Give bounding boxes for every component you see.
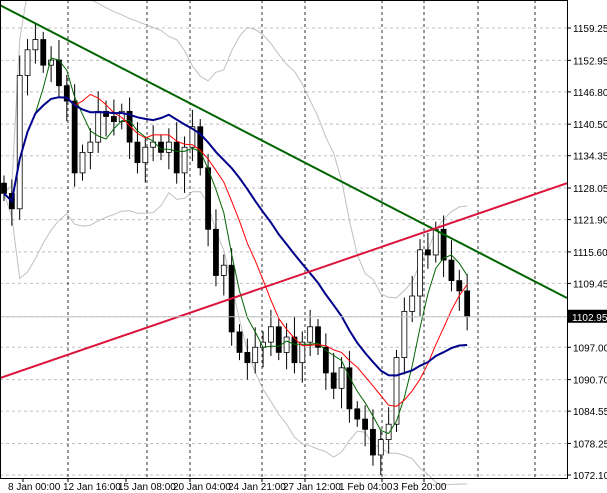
candle-body (236, 331, 243, 353)
moving-average-line (3, 96, 468, 377)
y-tick-label: 1078.25 (573, 439, 607, 450)
candle-body (456, 280, 463, 292)
candle-body (16, 75, 23, 210)
moving-average-line (3, 57, 468, 435)
candle-body (126, 110, 133, 143)
candle-body (189, 126, 196, 148)
candle-body (267, 326, 274, 343)
candle-body (393, 357, 400, 425)
candle-body (150, 141, 157, 148)
y-tick-label: 1128.05 (573, 184, 607, 195)
candle-body (173, 141, 180, 174)
candle-body (346, 367, 353, 410)
candle-body (315, 326, 321, 348)
candle-body (87, 141, 94, 153)
candle-body (385, 423, 392, 441)
candle-body (95, 110, 102, 143)
candle-body (322, 346, 329, 374)
candle-body (197, 126, 204, 169)
x-tick-label: 15 Jan 08:00 (118, 482, 176, 493)
candle-body (71, 100, 78, 174)
candle-body (134, 141, 141, 164)
y-tick-label: 1090.70 (573, 376, 607, 387)
y-tick-label: 1159.25 (573, 24, 607, 35)
candle-body (291, 336, 298, 364)
trendline (0, 4, 568, 299)
candle-body (165, 141, 172, 153)
y-tick-label: 1152.95 (573, 56, 607, 67)
candle-body (213, 228, 219, 276)
candles (1, 22, 471, 475)
y-tick-label: 1072.10 (573, 471, 607, 482)
candle-body (56, 59, 62, 87)
candle-body (142, 146, 149, 164)
current-price-badge (568, 309, 607, 323)
y-tick-label: 1109.45 (573, 279, 607, 290)
y-tick-label: 1097.00 (573, 343, 607, 354)
candle-body (24, 49, 31, 76)
candle-body (307, 326, 314, 343)
y-tick-label: 1140.50 (573, 120, 607, 131)
candle-body (40, 39, 47, 66)
y-tick-label: 1146.80 (573, 88, 607, 99)
moving-averages (3, 57, 468, 435)
y-tick-label: 1121.90 (573, 216, 607, 227)
candle-body (401, 310, 408, 358)
x-tick-label: 20 Jan 04:00 (173, 482, 231, 493)
candle-body (409, 295, 416, 312)
candle-body (79, 151, 86, 174)
candle-body (432, 228, 439, 256)
bollinger-lower (3, 191, 468, 486)
candle-body (220, 264, 227, 276)
candle-body (205, 167, 212, 230)
candle-body (244, 352, 251, 364)
x-tick-label: 8 Jan 00:00 (8, 482, 61, 493)
bollinger-upper (3, 0, 468, 299)
candle-body (48, 59, 54, 66)
candle-body (464, 290, 471, 317)
y-tick-label: 1115.60 (573, 248, 607, 259)
y-tick-label: 1084.55 (573, 407, 607, 418)
current-price-label: 1102.95 (572, 313, 607, 324)
candle-body (338, 367, 345, 389)
candle-body (283, 336, 290, 353)
trendline (0, 182, 568, 380)
candle-body (417, 249, 423, 297)
candle-body (32, 39, 39, 51)
x-tick-label: 1 Feb 04:00 (339, 482, 393, 493)
candle-body (252, 346, 259, 364)
candle-body (181, 146, 188, 174)
trendlines (0, 4, 568, 380)
candle-body (424, 249, 431, 256)
candle-body (440, 228, 447, 261)
candle-body (299, 341, 306, 364)
candle-body (103, 110, 109, 117)
candle-body (370, 428, 376, 456)
candle-body (111, 116, 117, 123)
x-tick-label: 3 Feb 20:00 (393, 482, 447, 493)
moving-average-line (3, 93, 468, 407)
bollinger-bands (3, 0, 468, 486)
candle-body (63, 85, 70, 102)
plot-frame (0, 0, 568, 479)
candle-body (448, 259, 455, 282)
candle-body (330, 372, 337, 389)
candle-body (377, 439, 384, 456)
candle-body (362, 418, 369, 430)
y-tick-label: 1134.35 (573, 152, 607, 163)
price-axis: 1159.25 1152.95 1146.80 1140.50 1134.35 1128.… (567, 24, 607, 482)
candle-body (275, 326, 282, 353)
x-tick-label: 27 Jan 12:00 (283, 482, 341, 493)
candle-body (1, 182, 7, 194)
x-tick-label: 24 Jan 21:00 (228, 482, 286, 493)
x-tick-label: 12 Jan 16:00 (63, 482, 121, 493)
candle-body (354, 408, 361, 420)
